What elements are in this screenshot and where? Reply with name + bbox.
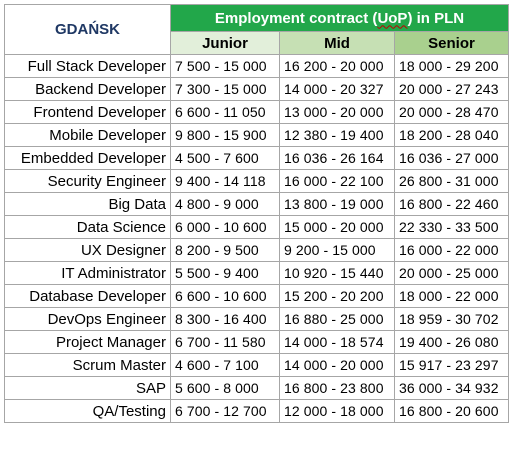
- role-label: SAP: [4, 376, 171, 400]
- junior-range: 9 800 - 15 900: [170, 123, 280, 147]
- senior-range: 18 000 - 29 200: [393, 54, 510, 78]
- table-row: Data Science 6 000 - 10 600 15 000 - 20 00…: [4, 215, 510, 239]
- role-label: Big Data: [4, 192, 171, 216]
- table-row: Security Engineer 9 400 - 14 118 16 000 - …: [4, 169, 510, 193]
- table-row: Full Stack Developer 7 500 - 15 000 16 200…: [4, 54, 510, 78]
- role-label: Full Stack Developer: [4, 54, 171, 78]
- junior-range: 5 500 - 9 400: [170, 261, 280, 285]
- table-row: Scrum Master 4 600 - 7 100 14 000 - 20 000…: [4, 353, 510, 377]
- mid-range: 15 200 - 20 200: [279, 284, 395, 308]
- senior-range: 16 800 - 20 600: [393, 399, 510, 423]
- junior-range: 7 500 - 15 000: [170, 54, 280, 78]
- mid-range: 10 920 - 15 440: [279, 261, 395, 285]
- senior-range: 36 000 - 34 932: [393, 376, 510, 400]
- mid-range: 9 200 - 15 000: [279, 238, 395, 262]
- table-row: UX Designer 8 200 - 9 500 9 200 - 15 000 16…: [4, 238, 510, 262]
- mid-range: 16 200 - 20 000: [279, 54, 395, 78]
- mid-range: 16 880 - 25 000: [279, 307, 395, 331]
- mid-range: 12 000 - 18 000: [279, 399, 395, 423]
- junior-range: 6 700 - 12 700: [170, 399, 280, 423]
- role-label: Mobile Developer: [4, 123, 171, 147]
- role-label: Database Developer: [4, 284, 171, 308]
- mid-range: 13 000 - 20 000: [279, 100, 395, 124]
- mid-range: 16 036 - 26 164: [279, 146, 395, 170]
- table-row: Big Data 4 800 - 9 000 13 800 - 19 000 16 8…: [4, 192, 510, 216]
- junior-range: 4 800 - 9 000: [170, 192, 280, 216]
- junior-range: 4 600 - 7 100: [170, 353, 280, 377]
- level-header-junior: Junior: [170, 31, 280, 55]
- level-header-mid: Mid: [279, 31, 395, 55]
- senior-range: 16 800 - 22 460: [393, 192, 510, 216]
- senior-range: 20 000 - 28 470: [393, 100, 510, 124]
- junior-range: 8 300 - 16 400: [170, 307, 280, 331]
- table-row: Database Developer 6 600 - 10 600 15 200 -…: [4, 284, 510, 308]
- role-label: Security Engineer: [4, 169, 171, 193]
- junior-range: 7 300 - 15 000: [170, 77, 280, 101]
- senior-range: 18 200 - 28 040: [393, 123, 510, 147]
- role-label: Project Manager: [4, 330, 171, 354]
- mid-range: 15 000 - 20 000: [279, 215, 395, 239]
- senior-range: 18 959 - 30 702: [393, 307, 510, 331]
- senior-range: 26 800 - 31 000: [393, 169, 510, 193]
- role-label: IT Administrator: [4, 261, 171, 285]
- table-row: Backend Developer 7 300 - 15 000 14 000 - …: [4, 77, 510, 101]
- senior-range: 22 330 - 33 500: [393, 215, 510, 239]
- junior-range: 6 000 - 10 600: [170, 215, 280, 239]
- table-row: Mobile Developer 9 800 - 15 900 12 380 - 1…: [4, 123, 510, 147]
- salary-table-sheet: GDAŃSK Employment contract (UoP) in PLN …: [4, 4, 510, 463]
- header-row-levels: Junior Mid Senior: [5, 31, 510, 55]
- mid-range: 16 000 - 22 100: [279, 169, 395, 193]
- role-label: Backend Developer: [4, 77, 171, 101]
- mid-range: 14 000 - 18 574: [279, 330, 395, 354]
- senior-range: 16 036 - 27 000: [393, 146, 510, 170]
- city-label: GDAŃSK: [4, 4, 171, 55]
- role-label: QA/Testing: [4, 399, 171, 423]
- senior-range: 20 000 - 27 243: [393, 77, 510, 101]
- role-label: UX Designer: [4, 238, 171, 262]
- role-label: Frontend Developer: [4, 100, 171, 124]
- contract-title-prefix: Employment contract (: [214, 9, 378, 27]
- senior-range: 18 000 - 22 000: [393, 284, 510, 308]
- role-label: Data Science: [4, 215, 171, 239]
- header-row-title: GDAŃSK Employment contract (UoP) in PLN: [4, 4, 510, 55]
- table-row: DevOps Engineer 8 300 - 16 400 16 880 - 25…: [4, 307, 510, 331]
- senior-range: 19 400 - 26 080: [393, 330, 510, 354]
- mid-range: 12 380 - 19 400: [279, 123, 395, 147]
- level-header-senior: Senior: [393, 31, 510, 55]
- junior-range: 8 200 - 9 500: [170, 238, 280, 262]
- junior-range: 9 400 - 14 118: [170, 169, 280, 193]
- table-row: IT Administrator 5 500 - 9 400 10 920 - 15…: [4, 261, 510, 285]
- contract-title-uop: UoP: [377, 9, 408, 27]
- role-label: Embedded Developer: [4, 146, 171, 170]
- salary-table: GDAŃSK Employment contract (UoP) in PLN …: [4, 4, 510, 423]
- junior-range: 6 600 - 10 600: [170, 284, 280, 308]
- mid-range: 14 000 - 20 000: [279, 353, 395, 377]
- table-row: Project Manager 6 700 - 11 580 14 000 - 18…: [4, 330, 510, 354]
- table-row: SAP 5 600 - 8 000 16 800 - 23 800 36 000 - …: [4, 376, 510, 400]
- mid-range: 13 800 - 19 000: [279, 192, 395, 216]
- junior-range: 6 700 - 11 580: [170, 330, 280, 354]
- junior-range: 6 600 - 11 050: [170, 100, 280, 124]
- table-row: Frontend Developer 6 600 - 11 050 13 000 -…: [4, 100, 510, 124]
- role-label: DevOps Engineer: [4, 307, 171, 331]
- junior-range: 4 500 - 7 600: [170, 146, 280, 170]
- mid-range: 14 000 - 20 327: [279, 77, 395, 101]
- role-label: Scrum Master: [4, 353, 171, 377]
- contract-title-suffix: ) in PLN: [407, 9, 465, 27]
- junior-range: 5 600 - 8 000: [170, 376, 280, 400]
- table-row: Embedded Developer 4 500 - 7 600 16 036 - …: [4, 146, 510, 170]
- table-row: QA/Testing 6 700 - 12 700 12 000 - 18 000 1…: [4, 399, 510, 423]
- senior-range: 15 917 - 23 297: [393, 353, 510, 377]
- senior-range: 16 000 - 22 000: [393, 238, 510, 262]
- senior-range: 20 000 - 25 000: [393, 261, 510, 285]
- mid-range: 16 800 - 23 800: [279, 376, 395, 400]
- contract-title: Employment contract (UoP) in PLN: [169, 4, 510, 32]
